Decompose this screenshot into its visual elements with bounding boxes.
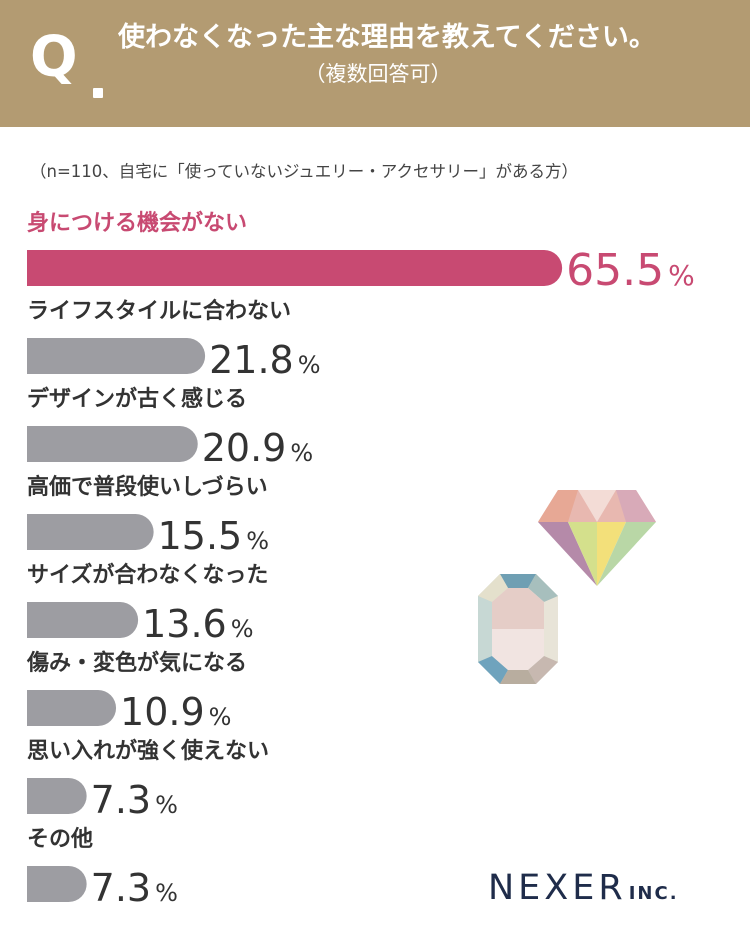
value-label: 15.5%	[158, 514, 269, 558]
category-label: ライフスタイルに合わない	[27, 298, 291, 324]
value-unit: %	[155, 791, 178, 819]
category-label: サイズが合わなくなった	[27, 562, 268, 588]
company-logo: NEXER INC.	[488, 868, 679, 908]
header-banner: Q 使わなくなった主な理由を教えてください。 （複数回答可）	[0, 0, 750, 127]
gem-icon	[478, 574, 558, 684]
value-unit: %	[155, 879, 178, 907]
value-unit: %	[298, 351, 321, 379]
q-mark: Q	[30, 25, 78, 90]
value-number: 15.5	[158, 514, 243, 558]
category-label: 身につける機会がない	[27, 210, 247, 236]
logo-main-text: NEXER	[488, 868, 627, 908]
bar	[27, 866, 87, 902]
value-label: 21.8%	[209, 338, 320, 382]
value-label: 20.9%	[202, 426, 313, 470]
value-unit: %	[209, 703, 232, 731]
value-number: 20.9	[202, 426, 287, 470]
value-label: 7.3%	[91, 778, 178, 822]
value-number: 65.5	[566, 245, 664, 296]
bar	[27, 250, 563, 286]
value-unit: %	[246, 527, 269, 555]
value-label: 10.9%	[120, 690, 231, 734]
value-unit: %	[290, 439, 313, 467]
value-number: 7.3	[91, 866, 151, 910]
value-number: 21.8	[209, 338, 294, 382]
bar	[27, 602, 139, 638]
value-number: 13.6	[142, 602, 227, 646]
category-label: 思い入れが強く使えない	[27, 738, 269, 764]
bar	[27, 338, 206, 374]
bar	[27, 426, 198, 462]
diamond-icon	[538, 490, 656, 586]
category-label: その他	[27, 827, 93, 852]
category-label: 傷み・変色が気になる	[26, 650, 247, 676]
bar	[27, 690, 117, 726]
value-unit: %	[231, 615, 254, 643]
q-dot	[93, 88, 103, 98]
question-subtitle: （複数回答可）	[304, 62, 452, 86]
value-number: 10.9	[120, 690, 205, 734]
category-label: デザインが古く感じる	[27, 386, 247, 412]
bar	[27, 514, 154, 550]
sample-note: （n=110、自宅に「使っていないジュエリー・アクセサリー」がある方）	[30, 162, 578, 181]
bar	[27, 778, 87, 814]
value-label: 65.5%	[566, 245, 695, 296]
logo-suffix-text: INC.	[628, 883, 679, 904]
value-label: 7.3%	[91, 866, 178, 910]
question-title: 使わなくなった主な理由を教えてください。	[118, 22, 656, 53]
value-unit: %	[668, 259, 695, 292]
category-label: 高価で普段使いしづらい	[27, 474, 268, 500]
value-label: 13.6%	[142, 602, 253, 646]
value-number: 7.3	[91, 778, 151, 822]
